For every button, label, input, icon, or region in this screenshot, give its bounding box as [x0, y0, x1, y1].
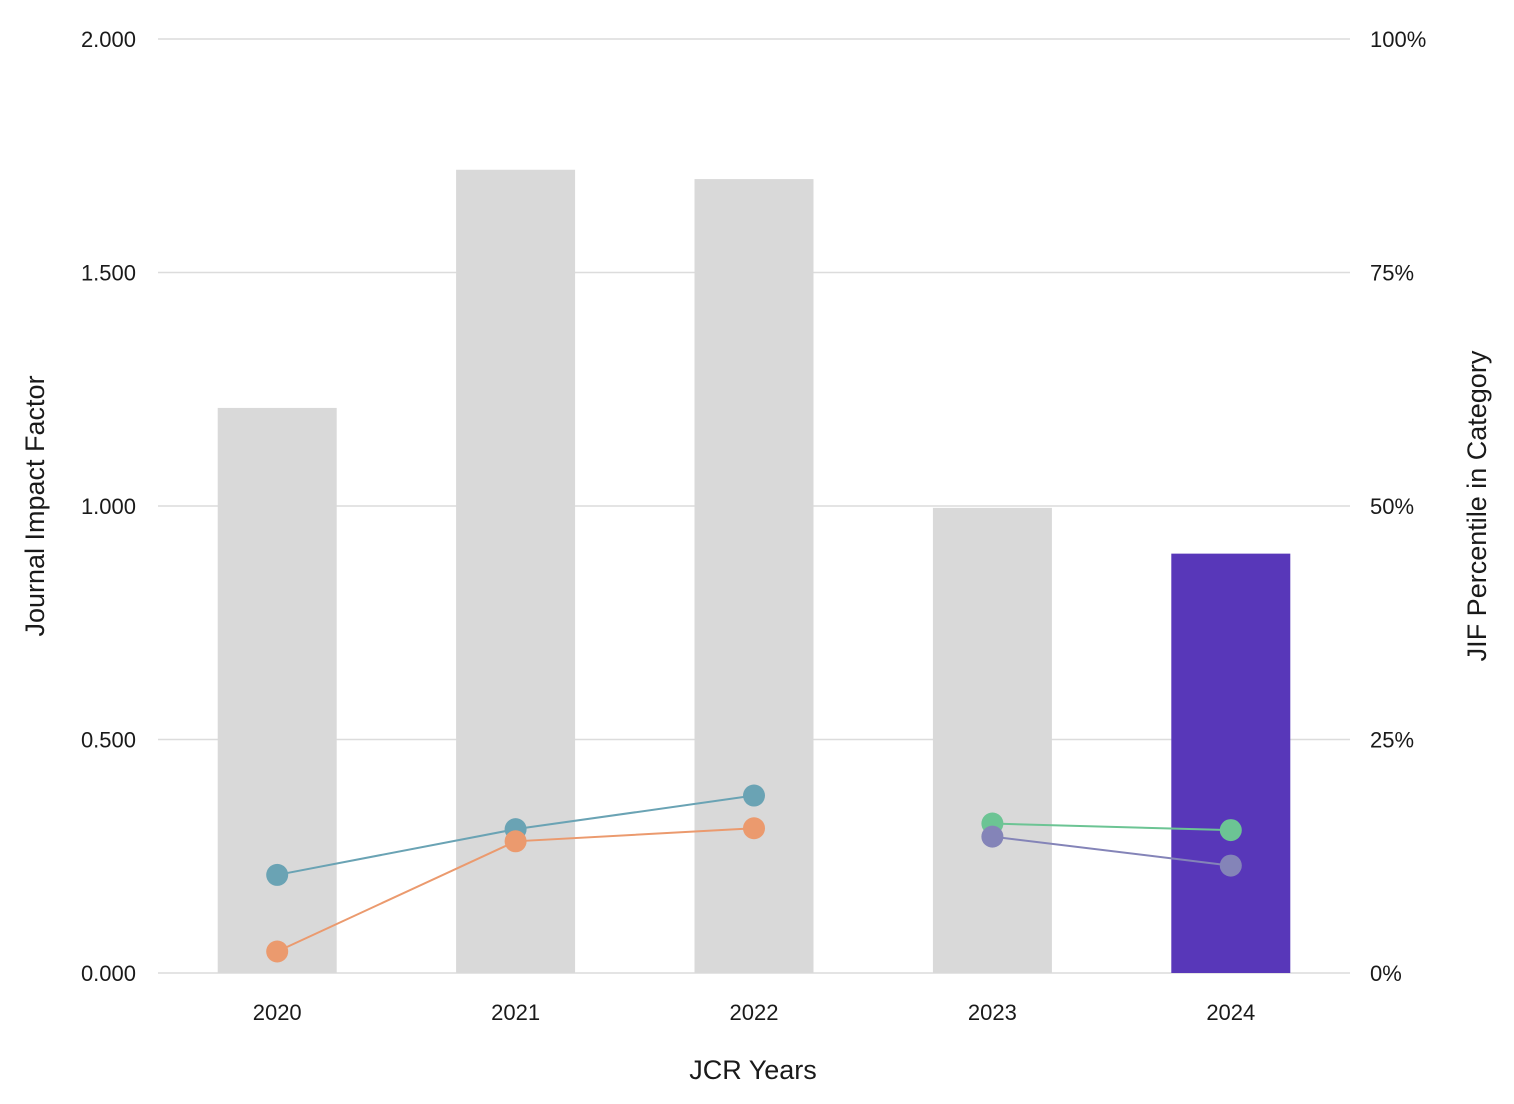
- percentile-point[interactable]: [266, 940, 289, 963]
- bar-2024[interactable]: [1171, 553, 1291, 973]
- left-tick-label: 0.000: [81, 961, 136, 986]
- x-tick-label: 2020: [253, 1000, 302, 1025]
- right-tick-label: 0%: [1370, 961, 1402, 986]
- percentile-point[interactable]: [1219, 854, 1242, 877]
- bar-2023[interactable]: [932, 507, 1052, 973]
- x-tick-label: 2023: [968, 1000, 1017, 1025]
- bar-2020[interactable]: [217, 407, 337, 973]
- x-axis-ticks: 2020 2021 2022 2023 2024: [253, 1000, 1256, 1025]
- percentile-point[interactable]: [743, 817, 765, 840]
- percentile-points: [266, 784, 1242, 963]
- bars: [217, 169, 1291, 974]
- left-axis-ticks: 0.000 0.500 1.000 1.500 2.000: [81, 27, 136, 986]
- x-tick-label: 2022: [730, 1000, 779, 1025]
- left-tick-label: 1.000: [81, 494, 136, 519]
- left-tick-label: 2.000: [81, 27, 136, 52]
- right-tick-label: 100%: [1370, 27, 1426, 52]
- percentile-point[interactable]: [266, 863, 289, 886]
- right-tick-label: 50%: [1370, 494, 1414, 519]
- percentile-line: [992, 835, 1231, 867]
- percentile-point[interactable]: [743, 784, 765, 807]
- right-tick-label: 25%: [1370, 728, 1414, 753]
- x-tick-label: 2021: [491, 1000, 540, 1025]
- percentile-point[interactable]: [504, 830, 527, 853]
- percentile-line: [992, 822, 1231, 832]
- x-tick-label: 2024: [1206, 1000, 1255, 1025]
- bar-2021[interactable]: [456, 169, 576, 973]
- left-axis-title: Journal Impact Factor: [20, 375, 50, 636]
- percentile-point[interactable]: [1219, 819, 1242, 842]
- right-axis-title: JIF Percentile in Category: [1462, 350, 1492, 661]
- right-axis-ticks: 0% 25% 50% 75% 100%: [1370, 27, 1426, 986]
- right-tick-label: 75%: [1370, 261, 1414, 286]
- x-axis-title: JCR Years: [689, 1055, 817, 1085]
- left-tick-label: 0.500: [81, 728, 136, 753]
- percentile-point[interactable]: [981, 825, 1004, 848]
- bar-2022[interactable]: [694, 179, 814, 974]
- left-tick-label: 1.500: [81, 261, 136, 286]
